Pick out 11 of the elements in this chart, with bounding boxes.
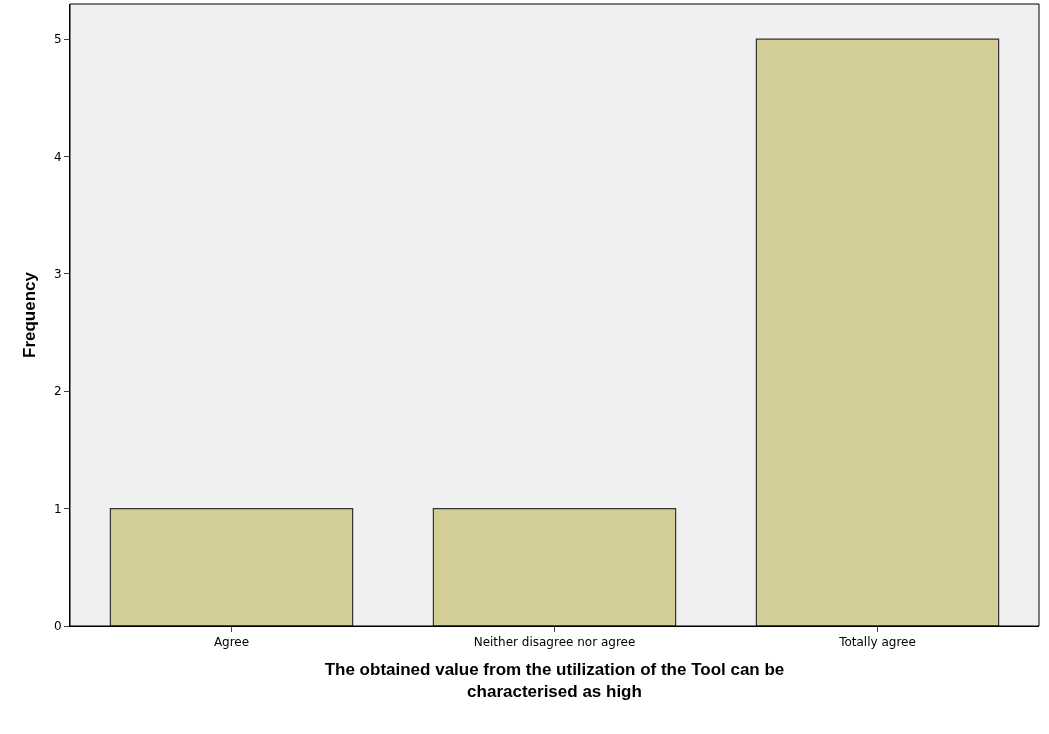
x-axis-title: The obtained value from the utilization of the Tool can be characterised as high — [324, 659, 785, 701]
y-tick-label: 4 — [53, 149, 62, 164]
y-tick-label: 3 — [53, 267, 62, 282]
y-tick-label: 2 — [53, 384, 62, 399]
y-tick-label: 0 — [53, 619, 62, 634]
y-tick-label: 5 — [53, 32, 62, 47]
y-tick-label: 1 — [53, 501, 62, 516]
x-tick-label: Agree — [213, 635, 250, 650]
y-axis-title: Frequency — [19, 271, 39, 358]
x-tick-label: Totally agree — [838, 635, 916, 650]
x-tick-label: Neither disagree nor agree — [473, 635, 636, 650]
